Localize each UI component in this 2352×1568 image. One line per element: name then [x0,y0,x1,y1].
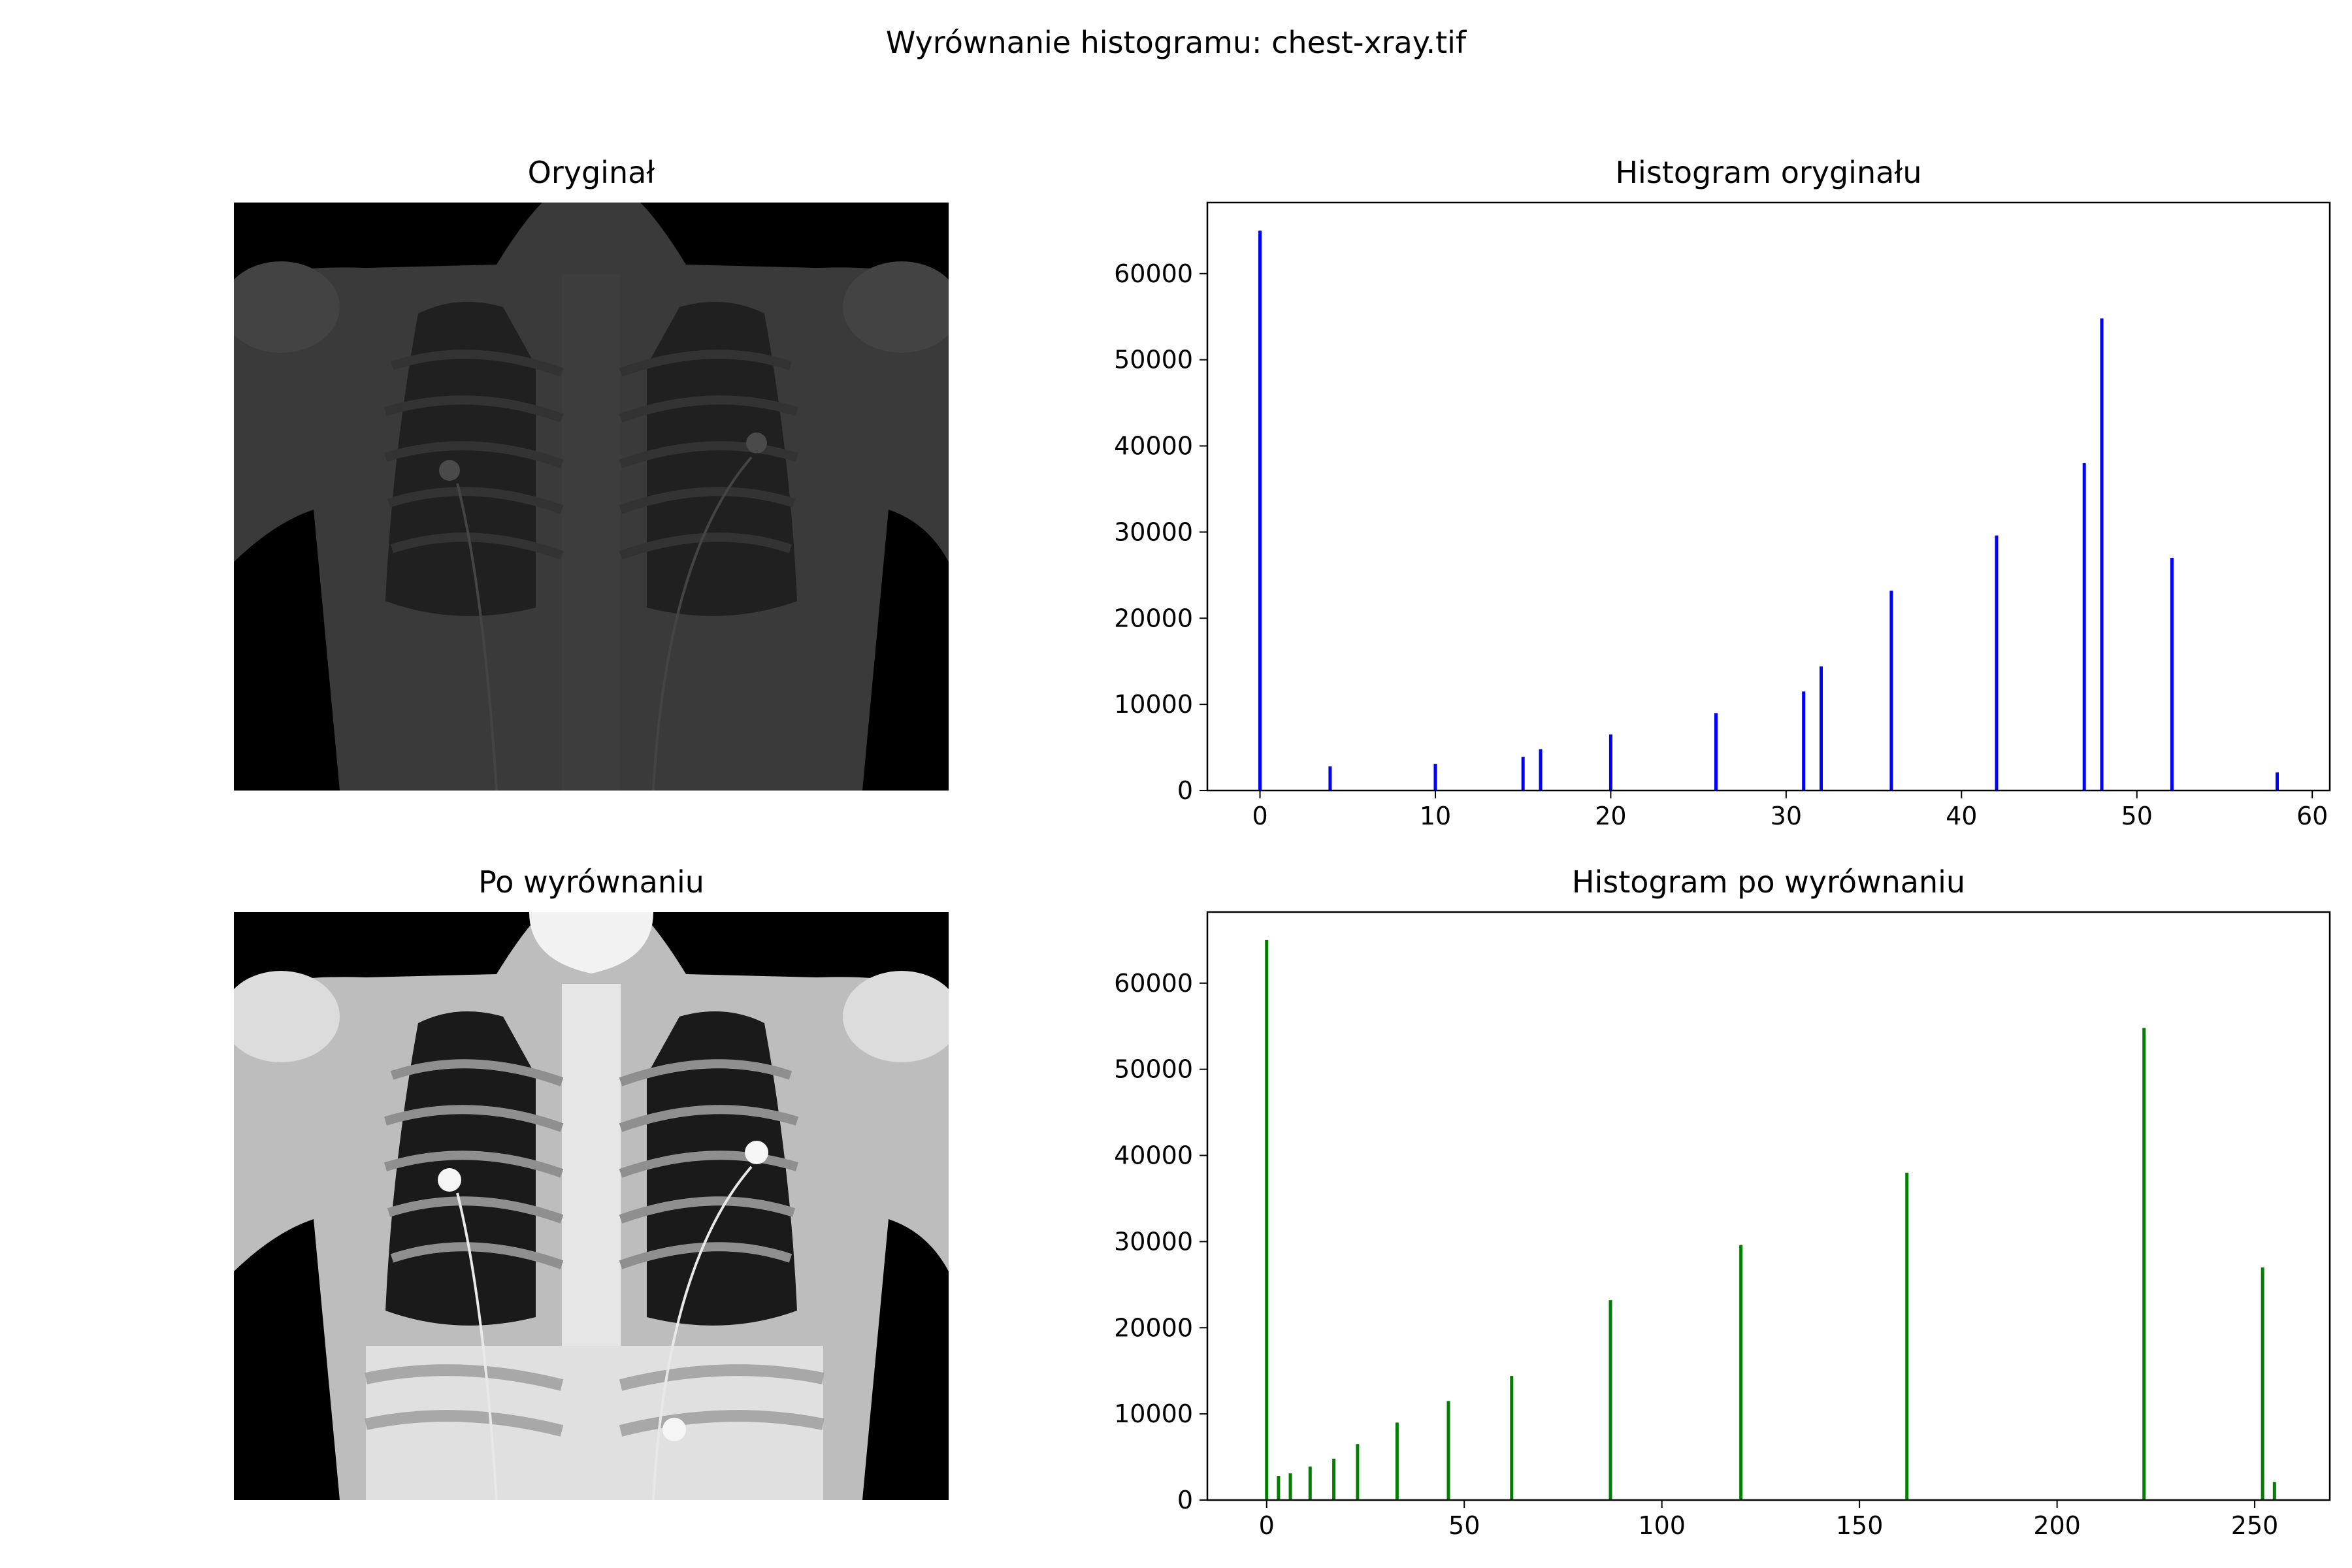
axes-frame [1206,911,2331,1501]
y-tick-label: 40000 [1114,1141,1193,1170]
equalized-xray-image [234,912,949,1500]
x-tick-label: 250 [2231,1511,2279,1540]
x-tick-label: 10 [1420,802,1451,830]
y-tick-label: 10000 [1114,1399,1193,1428]
x-tick-label: 150 [1836,1511,1884,1540]
equalized-image-title: Po wyrównaniu [478,864,704,900]
x-tick-label: 50 [1448,1511,1480,1540]
y-tick-label: 10000 [1114,690,1193,719]
original-xray-image [234,203,949,791]
x-tick-label: 50 [2121,802,2153,830]
y-tick-label: 60000 [1114,969,1193,998]
histogram-equalized: 0 50 100 150 200 250 0 10000 20000 30000 40000 5000… [1114,911,2331,1540]
hist-equalized-title: Histogram po wyrównaniu [1571,864,1966,900]
y-tick-label: 20000 [1114,604,1193,632]
figure-title: Wyrównanie histogramu: chest-xray.tif [885,25,1467,60]
x-tick-label: 0 [1259,1511,1275,1540]
y-tick-label: 50000 [1114,1055,1193,1084]
y-tick-label: 0 [1177,776,1193,805]
histogram-original: 0 10 20 30 40 50 60 0 10000 20000 30000 40000 50000 6… [1114,201,2331,830]
y-tick-label: 20000 [1114,1313,1193,1342]
axes-frame [1206,201,2331,792]
y-tick-label: 50000 [1114,346,1193,374]
x-tick-label: 40 [1946,802,1977,830]
y-tick-label: 30000 [1114,517,1193,546]
x-tick-label: 20 [1595,802,1626,830]
y-tick-label: 0 [1177,1486,1193,1514]
x-tick-label: 60 [2296,802,2328,830]
y-tick-label: 40000 [1114,432,1193,461]
x-tick-label: 100 [1638,1511,1686,1540]
y-tick-label: 60000 [1114,259,1193,288]
x-tick-label: 0 [1252,802,1267,830]
y-tick-label: 30000 [1114,1227,1193,1256]
hist-original-title: Histogram oryginału [1615,155,1922,190]
x-tick-label: 30 [1771,802,1802,830]
x-tick-label: 200 [2033,1511,2081,1540]
original-image-title: Oryginał [527,155,655,190]
